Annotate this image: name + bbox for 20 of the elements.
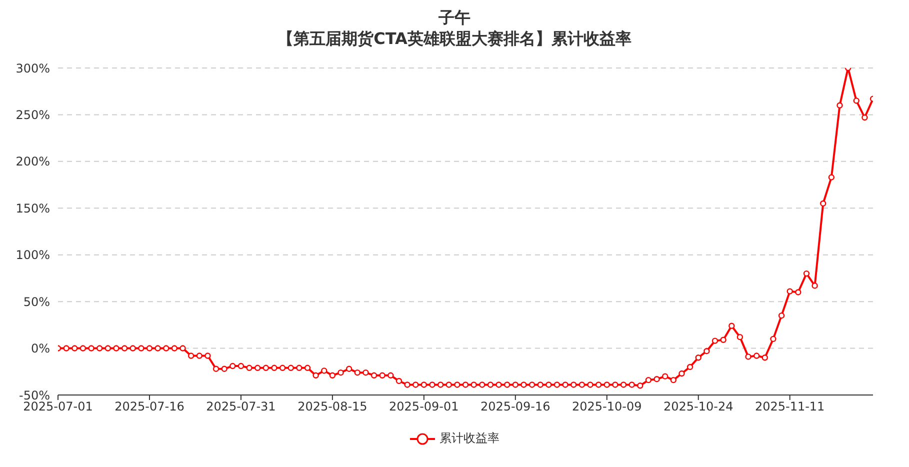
- y-tick-label: 200%: [16, 154, 50, 169]
- y-tick-label: 250%: [16, 108, 50, 122]
- legend-label: 累计收益率: [440, 430, 500, 447]
- x-tick-label: 2025-07-01: [23, 400, 93, 414]
- x-tick-label: 2025-07-16: [114, 400, 184, 414]
- x-tick-label: 2025-11-11: [754, 400, 825, 414]
- x-tick-label: 2025-07-31: [206, 400, 276, 414]
- x-tick-label: 2025-10-24: [663, 400, 734, 414]
- y-tick-label: -50%: [18, 388, 50, 402]
- y-tick-label: 100%: [16, 248, 50, 262]
- x-tick-label: 2025-10-09: [572, 400, 642, 414]
- y-tick-label: 50%: [23, 294, 50, 309]
- x-tick-label: 2025-09-16: [480, 400, 550, 414]
- y-tick-label: 0%: [30, 342, 50, 356]
- x-tick-label: 2025-09-01: [389, 400, 459, 414]
- chart-subtitle: 【第五届期货CTA英雄联盟大赛排名】累计收益率: [276, 28, 632, 50]
- y-tick-label: 300%: [16, 61, 50, 76]
- x-tick-label: 2025-08-15: [298, 400, 368, 414]
- chart-title: 子午: [438, 8, 472, 28]
- y-tick-label: 150%: [16, 201, 50, 216]
